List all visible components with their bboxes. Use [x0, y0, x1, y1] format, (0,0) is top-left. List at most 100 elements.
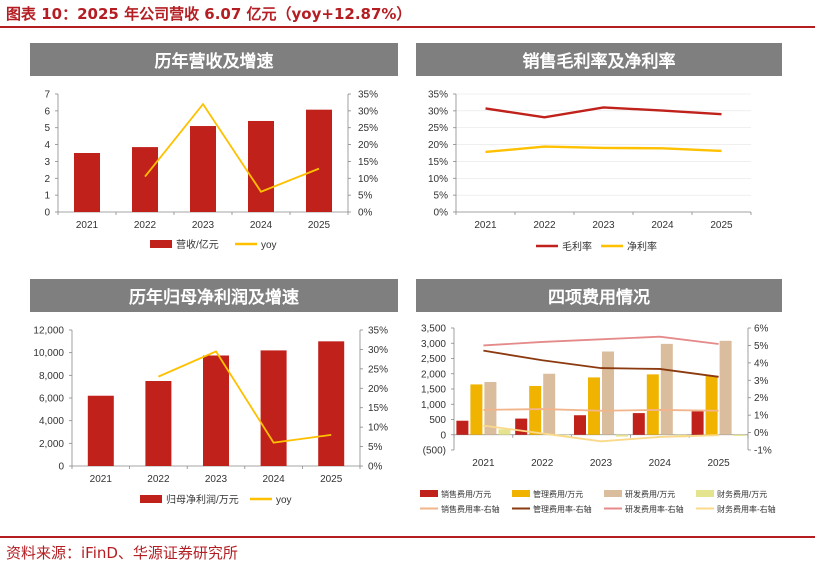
source-rule: [0, 536, 815, 538]
y-tick-label-left: 15%: [428, 157, 448, 168]
y-tick-label-left: 1: [44, 191, 50, 202]
x-tick-label: 2021: [472, 458, 495, 469]
x-tick-label: 2025: [707, 458, 730, 469]
bar: [602, 351, 614, 435]
y-tick-label-right: 5%: [754, 341, 769, 352]
bar: [260, 350, 287, 466]
figure-title: 图表 10：2025 年公司营收 6.07 亿元（yoy+12.87%）: [6, 5, 412, 23]
y-tick-label-left: 3: [44, 157, 50, 168]
y-tick-label-left: 4: [44, 140, 50, 151]
series-line: [483, 424, 719, 443]
y-tick-label-right: 0%: [754, 428, 769, 439]
bar: [190, 126, 216, 212]
legend-swatch: [420, 490, 438, 497]
y-tick-label-right: 35%: [368, 326, 388, 337]
series-line: [144, 102, 320, 193]
bar: [132, 147, 158, 212]
bar: [515, 418, 528, 435]
series-line: [483, 349, 719, 378]
x-tick-label: 2022: [531, 458, 554, 469]
y-tick-label-right: 6%: [754, 324, 769, 335]
y-tick-label-right: 10%: [368, 423, 388, 434]
bar: [588, 377, 600, 435]
y-tick-label-right: 2%: [754, 393, 769, 404]
y-tick-label-right: 10%: [358, 174, 378, 185]
bar: [87, 395, 114, 466]
y-tick-label-left: 8,000: [39, 371, 64, 382]
legend-label: yoy: [276, 495, 292, 506]
y-tick-label-left: 7: [44, 90, 50, 101]
revenue-chart: 0 1 2 3 4 5 6 7 0% 5% 10% 15% 20% 25% 30% 35% 2021 2022 20…: [44, 90, 378, 252]
y-tick-label-left: 2,000: [421, 369, 446, 380]
y-tick-label-left: 6,000: [39, 394, 64, 405]
y-tick-label-right: 0%: [358, 208, 373, 219]
bar: [646, 374, 659, 435]
bar: [705, 375, 718, 435]
y-tick-label-left: 5: [44, 123, 50, 134]
series-line: [483, 408, 719, 412]
y-tick-label-left: 2,500: [421, 354, 446, 365]
x-tick-label: 2024: [649, 458, 672, 469]
y-tick-label-right: 25%: [358, 123, 378, 134]
bar: [306, 109, 332, 212]
y-tick-label-left: 4,000: [39, 416, 64, 427]
y-tick-label-right: -1%: [754, 446, 772, 457]
x-tick-label: 2025: [710, 220, 733, 231]
chart-title-margin: 销售毛利率及净利率: [416, 43, 782, 76]
legend-label: 管理费用/万元: [533, 489, 583, 499]
x-tick-label: 2024: [262, 474, 285, 485]
y-tick-label-left: 20%: [428, 140, 448, 151]
y-tick-label-left: 12,000: [33, 326, 64, 337]
legend-label: 研发费用率-右轴: [625, 504, 684, 514]
y-tick-label-left: 0: [440, 430, 446, 441]
y-tick-label-right: 4%: [754, 358, 769, 369]
y-tick-label-right: 30%: [358, 106, 378, 117]
y-tick-label-left: 30%: [428, 106, 448, 117]
x-tick-label: 2025: [308, 220, 331, 231]
y-tick-label-left: 0: [44, 208, 50, 219]
legend-label: 毛利率: [562, 240, 592, 253]
y-tick-label-left: 10%: [428, 174, 448, 185]
series-line: [483, 335, 719, 347]
bar: [145, 381, 172, 466]
y-tick-label-left: 5%: [434, 191, 449, 202]
bar: [498, 429, 511, 435]
y-tick-label-right: 30%: [368, 345, 388, 356]
chart-title-expenses: 四项费用情况: [416, 279, 782, 312]
legend-label: 管理费用率-右轴: [533, 504, 592, 514]
legend-label: 营收/亿元: [176, 238, 219, 251]
legend-swatch: [696, 490, 714, 497]
legend-swatch: [140, 495, 162, 503]
y-tick-label-left: 1,500: [421, 385, 446, 396]
x-tick-label: 2021: [76, 220, 99, 231]
legend-label: 研发费用/万元: [625, 489, 675, 499]
x-tick-label: 2022: [147, 474, 170, 485]
y-tick-label-right: 15%: [368, 403, 388, 414]
x-tick-label: 2023: [590, 458, 613, 469]
bar: [456, 420, 469, 435]
x-tick-label: 2024: [651, 220, 674, 231]
y-tick-label-left: 35%: [428, 90, 448, 101]
x-tick-label: 2021: [90, 474, 113, 485]
legend-swatch: [512, 490, 530, 497]
bar: [574, 415, 586, 435]
y-tick-label-right: 15%: [358, 157, 378, 168]
x-tick-label: 2023: [205, 474, 228, 485]
y-tick-label-left: 3,000: [421, 339, 446, 350]
legend-label: 财务费用/万元: [717, 489, 767, 499]
bar: [660, 343, 673, 435]
y-tick-label-left: 10,000: [33, 348, 64, 359]
x-tick-label: 2023: [592, 220, 615, 231]
y-tick-label-right: 20%: [368, 384, 388, 395]
y-tick-label-right: 0%: [368, 462, 383, 473]
legend-label: 销售费用/万元: [441, 489, 491, 499]
netprofit-chart: 0 2,000 4,000 6,000 8,000 10,000 12,000 0% 5% 10%…: [33, 326, 388, 507]
bar: [248, 120, 274, 212]
bar: [203, 355, 229, 466]
y-tick-label-left: 2: [44, 174, 50, 185]
x-tick-label: 2022: [134, 220, 157, 231]
y-tick-label-left: 25%: [428, 123, 448, 134]
legend-label: 归母净利润/万元: [166, 493, 239, 506]
bar: [616, 434, 628, 437]
series-line: [158, 350, 332, 444]
